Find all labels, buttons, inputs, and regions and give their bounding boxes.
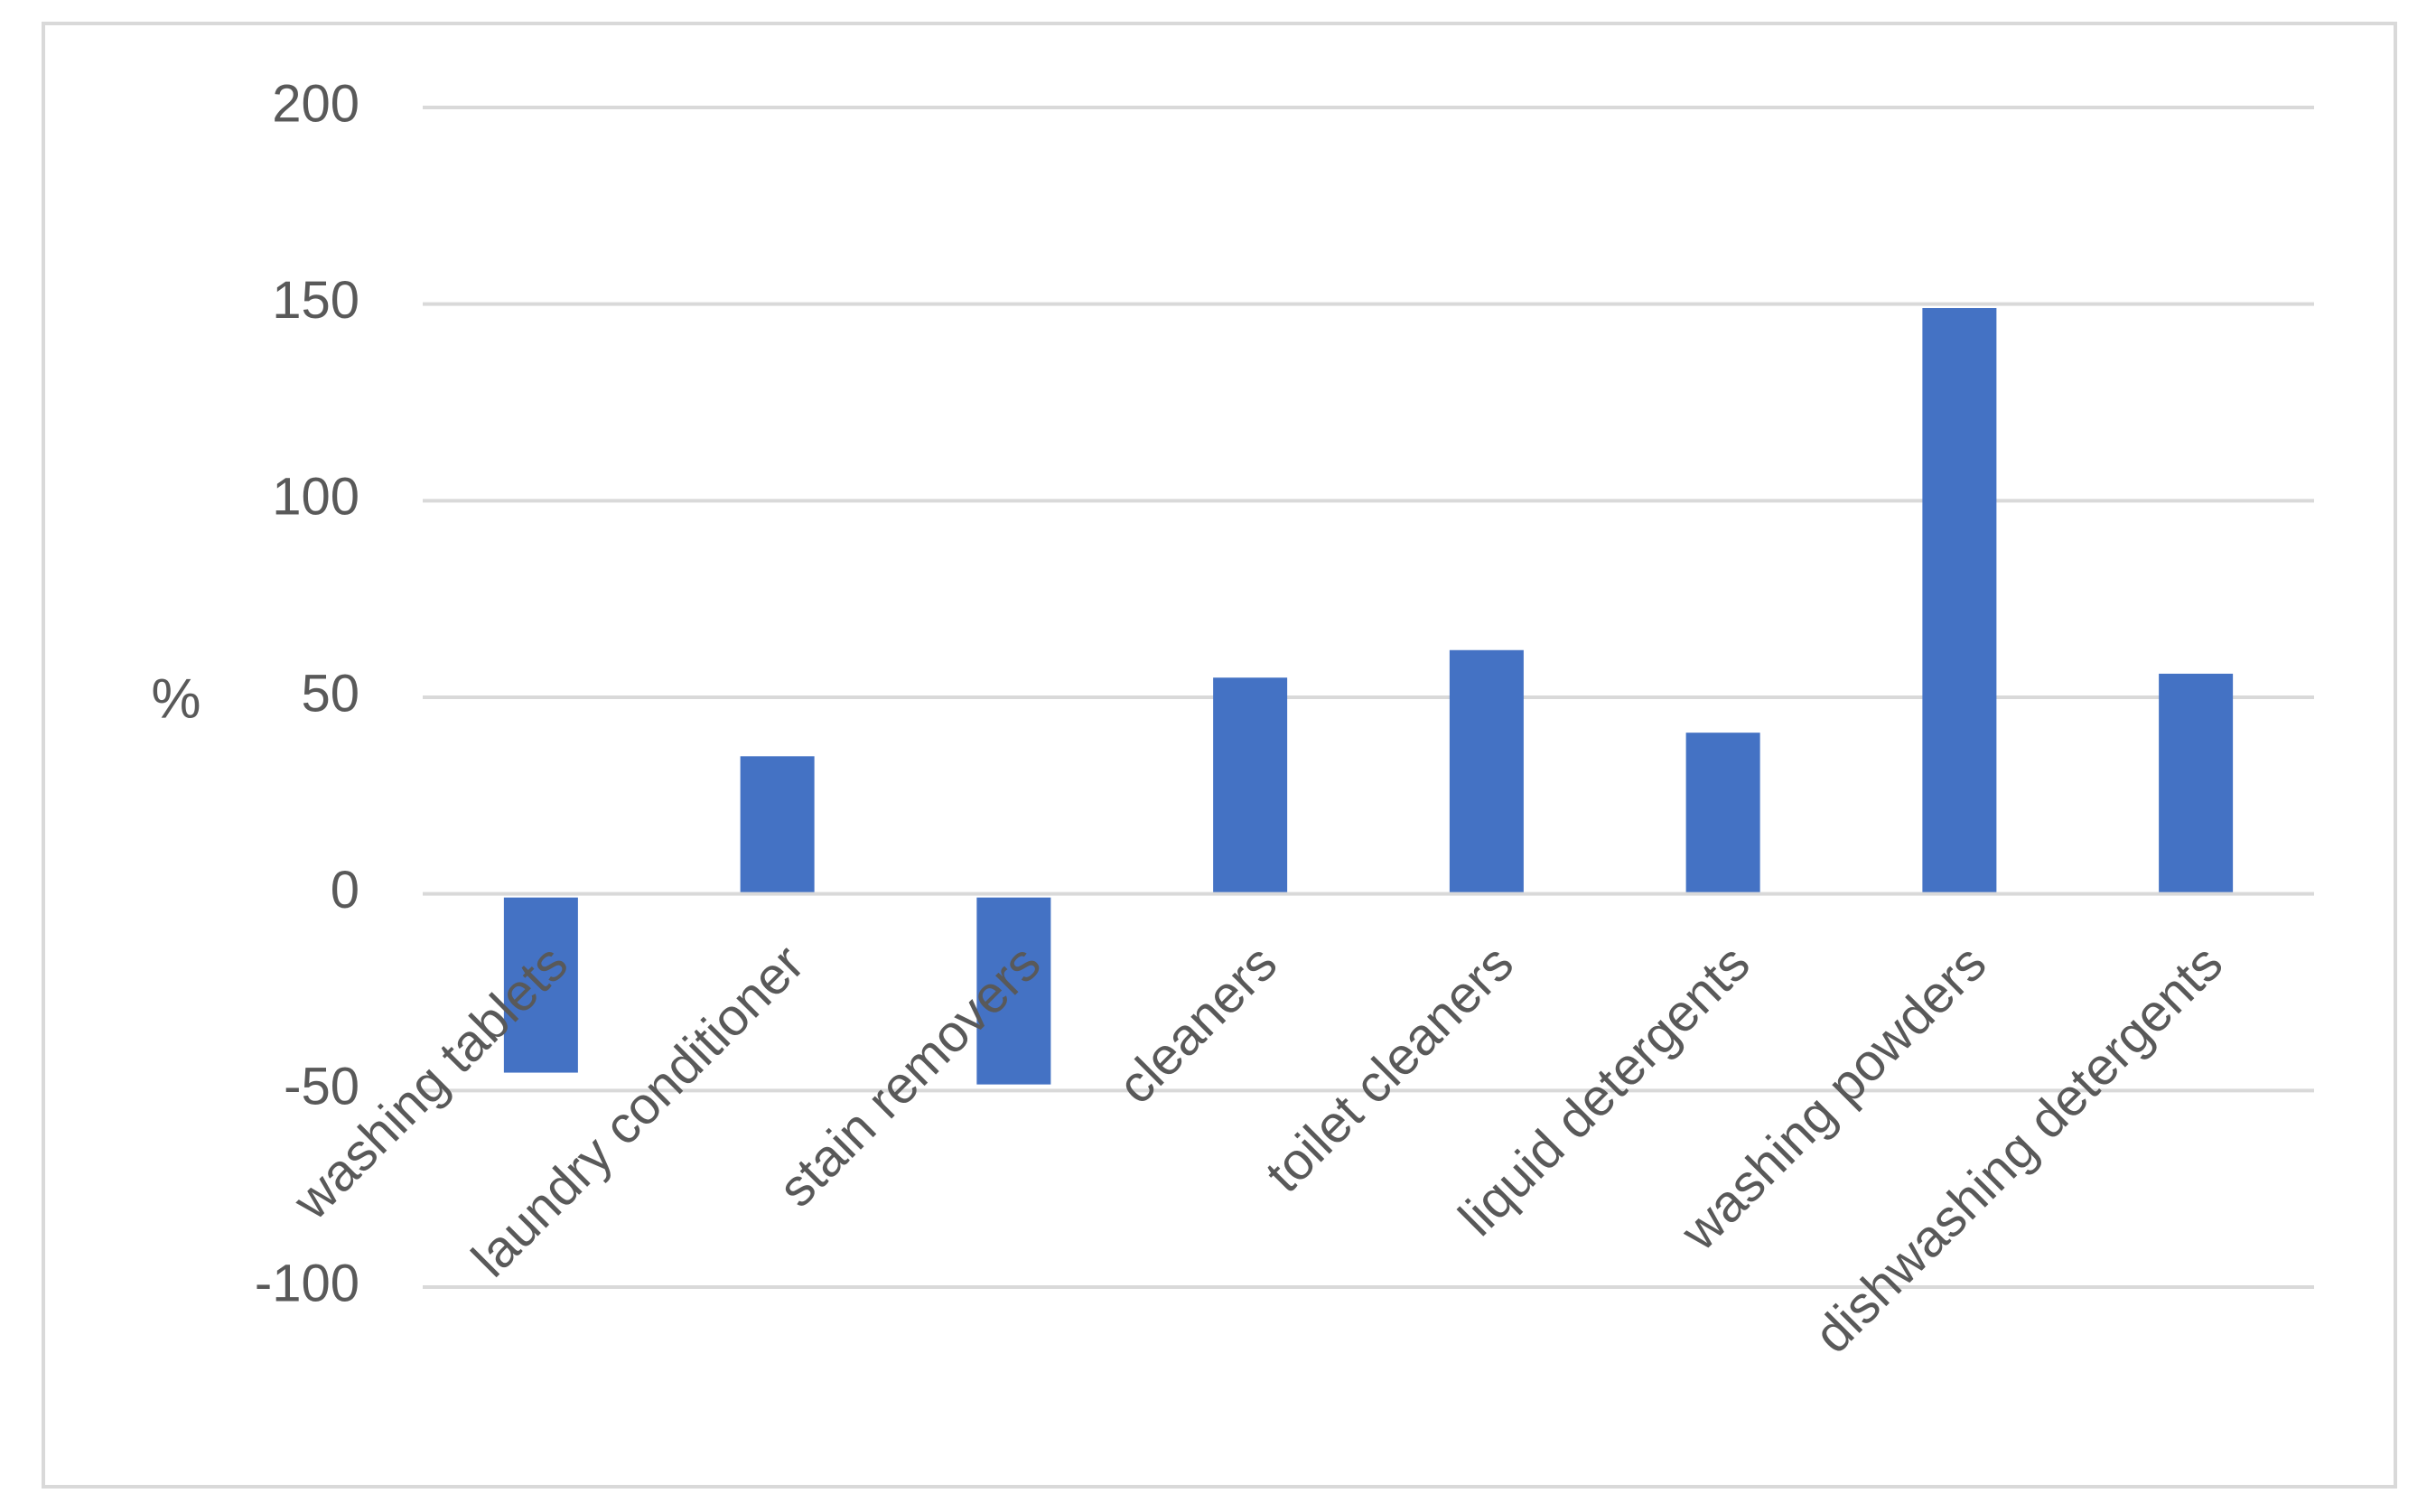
y-axis-title: % [151, 667, 201, 730]
bar [503, 897, 578, 1073]
y-tick-label: 50 [301, 664, 359, 723]
chart-frame [42, 22, 2397, 1489]
y-tick-label: -100 [255, 1254, 359, 1312]
bar [976, 897, 1051, 1085]
bar [1213, 677, 1288, 892]
x-tick-label: cleaners [1106, 934, 1288, 1115]
bar [2159, 673, 2234, 892]
y-tick-label: 0 [331, 861, 359, 919]
y-tick-label: 150 [272, 271, 359, 330]
y-tick-label: -50 [284, 1058, 359, 1116]
x-tick-label: dishwashing detergents [1803, 934, 2234, 1365]
bar [740, 756, 815, 892]
x-tick-label: toilet cleaners [1255, 934, 1525, 1204]
bar [1449, 649, 1524, 892]
y-tick-labels: 200 150 100 50 0 -50 -100 [255, 74, 359, 1312]
y-tick-label: 200 [272, 74, 359, 133]
y-tick-label: 100 [272, 468, 359, 527]
bars [503, 308, 2234, 1085]
gridlines [423, 106, 2314, 1289]
bar [1685, 733, 1760, 892]
bar [1922, 308, 1997, 892]
